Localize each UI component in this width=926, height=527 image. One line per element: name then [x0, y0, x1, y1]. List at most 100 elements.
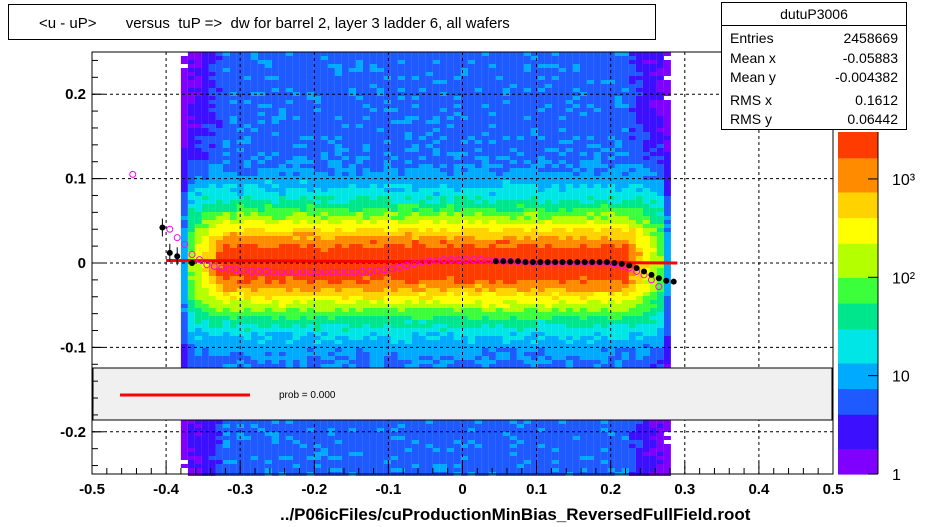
heatmap-cell [180, 220, 188, 224]
heatmap-cell [334, 204, 342, 208]
heatmap-cell [446, 60, 454, 64]
heatmap-cell [502, 348, 510, 352]
heatmap-cell [341, 444, 349, 448]
heatmap-cell [439, 308, 447, 312]
heatmap-cell [348, 88, 356, 92]
heatmap-cell [362, 356, 370, 360]
heatmap-cell [285, 436, 293, 440]
heatmap-cell [327, 452, 335, 456]
heatmap-cell [243, 92, 251, 96]
heatmap-cell [271, 172, 279, 176]
heatmap-cell [222, 424, 230, 428]
heatmap-cell [187, 216, 195, 220]
heatmap-cell [432, 96, 440, 100]
heatmap-cell [348, 124, 356, 128]
heatmap-cell [208, 156, 216, 160]
heatmap-cell [334, 284, 342, 288]
heatmap-cell [278, 308, 286, 312]
heatmap-cell [502, 464, 510, 468]
heatmap-cell [376, 220, 384, 224]
heatmap-cell [453, 192, 461, 196]
heatmap-cell [341, 152, 349, 156]
heatmap-cell [383, 112, 391, 116]
heatmap-cell [460, 304, 468, 308]
heatmap-cell [285, 428, 293, 432]
heatmap-cell [187, 204, 195, 208]
heatmap-cell [215, 188, 223, 192]
heatmap-cell [439, 356, 447, 360]
heatmap-cell [285, 76, 293, 80]
heatmap-cell [278, 364, 286, 368]
heatmap-cell [481, 268, 489, 272]
heatmap-cell [243, 56, 251, 60]
heatmap-cell [369, 204, 377, 208]
heatmap-cell [341, 460, 349, 464]
heatmap-cell [390, 72, 398, 76]
heatmap-cell [257, 308, 265, 312]
heatmap-cell [250, 84, 258, 88]
heatmap-cell [348, 116, 356, 120]
heatmap-cell [502, 56, 510, 60]
heatmap-cell [474, 292, 482, 296]
heatmap-cell [278, 276, 286, 280]
heatmap-cell [369, 168, 377, 172]
heatmap-cell [488, 440, 496, 444]
heatmap-cell [446, 348, 454, 352]
heatmap-cell [488, 280, 496, 284]
heatmap-cell [509, 124, 517, 128]
heatmap-cell [502, 236, 510, 240]
heatmap-cell [495, 156, 503, 160]
heatmap-cell [250, 296, 258, 300]
heatmap-cell [495, 236, 503, 240]
heatmap-cell [271, 440, 279, 444]
heatmap-cell [236, 252, 244, 256]
heatmap-cell [467, 112, 475, 116]
heatmap-cell [439, 236, 447, 240]
heatmap-cell [201, 160, 209, 164]
heatmap-cell [453, 460, 461, 464]
heatmap-cell [306, 248, 314, 252]
heatmap-cell [432, 132, 440, 136]
heatmap-cell [250, 164, 258, 168]
heatmap-cell [383, 56, 391, 60]
heatmap-cell [369, 128, 377, 132]
heatmap-cell [446, 288, 454, 292]
heatmap-cell [355, 464, 363, 468]
heatmap-cell [320, 212, 328, 216]
heatmap-cell [341, 140, 349, 144]
heatmap-cell [369, 232, 377, 236]
heatmap-cell [411, 96, 419, 100]
heatmap-cell [320, 244, 328, 248]
heatmap-cell [362, 204, 370, 208]
heatmap-cell [327, 272, 335, 276]
heatmap-cell [453, 316, 461, 320]
heatmap-cell [411, 180, 419, 184]
heatmap-cell [460, 76, 468, 80]
heatmap-cell [460, 196, 468, 200]
heatmap-cell [327, 440, 335, 444]
heatmap-cell [306, 64, 314, 68]
heatmap-cell [404, 84, 412, 88]
heatmap-cell [222, 120, 230, 124]
heatmap-cell [327, 216, 335, 220]
heatmap-cell [334, 320, 342, 324]
heatmap-cell [404, 124, 412, 128]
heatmap-cell [194, 228, 202, 232]
heatmap-cell [187, 236, 195, 240]
heatmap-cell [425, 128, 433, 132]
heatmap-cell [411, 120, 419, 124]
heatmap-cell [278, 360, 286, 364]
heatmap-cell [362, 468, 370, 472]
heatmap-cell [334, 280, 342, 284]
heatmap-cell [348, 340, 356, 344]
heatmap-cell [215, 156, 223, 160]
heatmap-cell [271, 200, 279, 204]
heatmap-cell [376, 320, 384, 324]
heatmap-cell [208, 72, 216, 76]
heatmap-cell [495, 80, 503, 84]
heatmap-cell [341, 200, 349, 204]
heatmap-cell [208, 204, 216, 208]
heatmap-cell [341, 76, 349, 80]
heatmap-cell [264, 60, 272, 64]
heatmap-cell [411, 332, 419, 336]
